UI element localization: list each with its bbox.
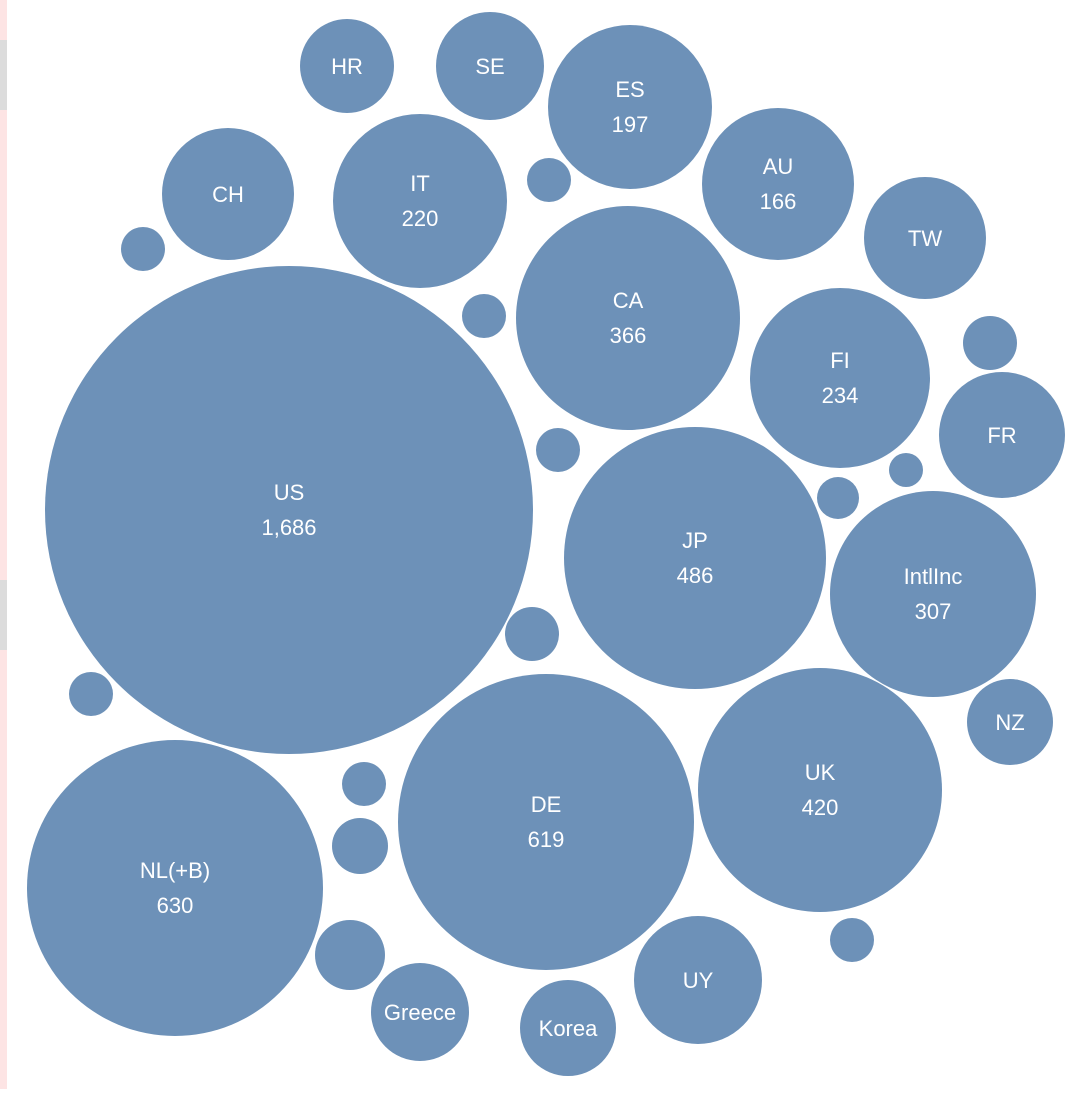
bubble-circle xyxy=(698,668,942,912)
bubble-label: ES xyxy=(615,77,644,102)
bubble-circle xyxy=(634,916,762,1044)
unlabeled-bubble xyxy=(505,607,559,661)
bubble-label: NL(+B) xyxy=(140,858,210,883)
bubble-greece: Greece xyxy=(371,963,469,1061)
bubble-se: SE xyxy=(436,12,544,120)
bubble-label: IT xyxy=(410,171,430,196)
bubble-nz: NZ xyxy=(967,679,1053,765)
bubble-au: AU 166 xyxy=(702,108,854,260)
bubble-jp: JP 486 xyxy=(564,427,826,689)
bubble-label: NZ xyxy=(995,710,1024,735)
bubble-nl-b: NL(+B) 630 xyxy=(27,740,323,1036)
unlabeled-bubble xyxy=(889,453,923,487)
bubble-ca: CA 366 xyxy=(516,206,740,430)
bubble-circle xyxy=(864,177,986,299)
bubble-uy: UY xyxy=(634,916,762,1044)
bubble-circle xyxy=(967,679,1053,765)
bubble-us: US 1,686 xyxy=(45,266,533,754)
bubble-label: FR xyxy=(987,423,1016,448)
bubble-circle xyxy=(162,128,294,260)
bubble-value-label: 166 xyxy=(760,189,797,214)
bubble-circle xyxy=(830,491,1036,697)
bubble-label: SE xyxy=(475,54,504,79)
bubble-circle xyxy=(333,114,507,288)
bubble-de: DE 619 xyxy=(398,674,694,970)
bubble-value-label: 197 xyxy=(612,112,649,137)
bubble-circle xyxy=(436,12,544,120)
bubble-label: IntlInc xyxy=(904,564,963,589)
unlabeled-bubble xyxy=(830,918,874,962)
bubble-value-label: 307 xyxy=(915,599,952,624)
unlabeled-bubble xyxy=(536,428,580,472)
bubble-circle xyxy=(27,740,323,1036)
bubble-circle xyxy=(516,206,740,430)
bubble-label: Greece xyxy=(384,1000,456,1025)
bubble-label: AU xyxy=(763,154,794,179)
bubble-fi: FI 234 xyxy=(750,288,930,468)
bubble-label: CA xyxy=(613,288,644,313)
bubble-value-label: 420 xyxy=(802,795,839,820)
left-edge-strip-gray-top xyxy=(0,40,7,110)
bubble-label: US xyxy=(274,480,305,505)
bubble-circle xyxy=(702,108,854,260)
unlabeled-bubble xyxy=(342,762,386,806)
bubble-hr: HR xyxy=(300,19,394,113)
bubble-value-label: 486 xyxy=(677,563,714,588)
bubble-value-label: 619 xyxy=(528,827,565,852)
bubble-value-label: 1,686 xyxy=(261,515,316,540)
unlabeled-bubble xyxy=(315,920,385,990)
bubble-circle xyxy=(371,963,469,1061)
unlabeled-bubble xyxy=(462,294,506,338)
bubble-circle xyxy=(548,25,712,189)
bubble-circle xyxy=(45,266,533,754)
left-edge-strip-gray-mid xyxy=(0,580,7,650)
unlabeled-bubble xyxy=(121,227,165,271)
bubble-label: FI xyxy=(830,348,850,373)
bubble-label: UY xyxy=(683,968,714,993)
bubble-label: HR xyxy=(331,54,363,79)
bubble-intlinc: IntlInc 307 xyxy=(830,491,1036,697)
bubble-korea: Korea xyxy=(520,980,616,1076)
unlabeled-bubble xyxy=(963,316,1017,370)
bubble-ch: CH xyxy=(162,128,294,260)
bubble-circle xyxy=(300,19,394,113)
bubble-label: JP xyxy=(682,528,708,553)
bubble-label: DE xyxy=(531,792,562,817)
bubble-circle xyxy=(939,372,1065,498)
bubble-label: CH xyxy=(212,182,244,207)
bubble-fr: FR xyxy=(939,372,1065,498)
bubble-circle xyxy=(564,427,826,689)
unlabeled-bubble xyxy=(69,672,113,716)
bubble-value-label: 234 xyxy=(822,383,859,408)
bubble-es: ES 197 xyxy=(548,25,712,189)
unlabeled-bubble xyxy=(527,158,571,202)
bubble-circle xyxy=(398,674,694,970)
bubble-circle xyxy=(520,980,616,1076)
unlabeled-bubble xyxy=(332,818,388,874)
bubble-value-label: 630 xyxy=(157,893,194,918)
bubble-label: TW xyxy=(908,226,942,251)
bubble-label: UK xyxy=(805,760,836,785)
left-edge-strip xyxy=(0,0,7,1089)
bubble-it: IT 220 xyxy=(333,114,507,288)
unlabeled-bubble xyxy=(817,477,859,519)
bubble-label: Korea xyxy=(539,1016,598,1041)
bubble-value-label: 366 xyxy=(610,323,647,348)
bubble-value-label: 220 xyxy=(402,206,439,231)
bubble-tw: TW xyxy=(864,177,986,299)
bubble-uk: UK 420 xyxy=(698,668,942,912)
bubble-circle xyxy=(750,288,930,468)
